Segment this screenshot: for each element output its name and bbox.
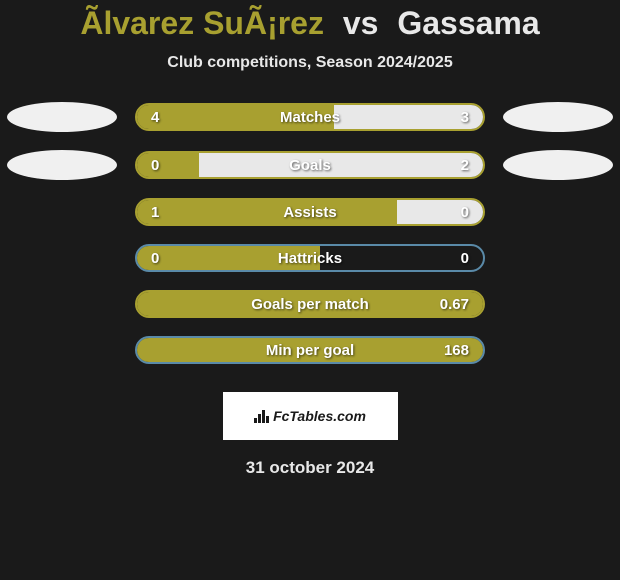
- player2-value: 3: [461, 109, 469, 126]
- player2-value: 0: [461, 204, 469, 221]
- metrics-list: 4Matches30Goals21Assists00Hattricks0Goal…: [7, 102, 613, 382]
- player1-decor-ellipse: [7, 102, 117, 132]
- brand-label: FcTables.com: [273, 408, 366, 424]
- metric-bar: Goals per match0.67: [135, 290, 485, 318]
- metric-bar: 4Matches3: [135, 103, 485, 131]
- metric-row: 1Assists0: [7, 198, 613, 226]
- subtitle: Club competitions, Season 2024/2025: [167, 54, 452, 72]
- player1-name: Ãlvarez SuÃ¡rez: [80, 5, 324, 41]
- player2-decor-ellipse: [503, 150, 613, 180]
- brand-box: FcTables.com: [223, 392, 398, 440]
- date-label: 31 october 2024: [246, 458, 375, 478]
- player2-value: 0.67: [440, 296, 469, 313]
- metric-label: Assists: [137, 204, 483, 221]
- player2-decor-ellipse: [503, 102, 613, 132]
- metric-label: Matches: [137, 109, 483, 126]
- metric-row: Goals per match0.67: [7, 290, 613, 318]
- vs-label: vs: [343, 5, 379, 41]
- metric-row: 0Hattricks0: [7, 244, 613, 272]
- player2-value: 2: [461, 157, 469, 174]
- metric-label: Min per goal: [137, 342, 483, 359]
- metric-bar: 1Assists0: [135, 198, 485, 226]
- metric-label: Goals: [137, 157, 483, 174]
- metric-row: 0Goals2: [7, 150, 613, 180]
- metric-row: Min per goal168: [7, 336, 613, 364]
- metric-bar: Min per goal168: [135, 336, 485, 364]
- card-title: Ãlvarez SuÃ¡rez vs Gassama: [80, 5, 539, 42]
- comparison-card: Ãlvarez SuÃ¡rez vs Gassama Club competit…: [0, 0, 620, 580]
- player2-value: 0: [461, 250, 469, 267]
- player1-decor-ellipse: [7, 150, 117, 180]
- player2-name: Gassama: [397, 5, 539, 41]
- brand-text: FcTables.com: [254, 408, 366, 424]
- metric-bar: 0Hattricks0: [135, 244, 485, 272]
- metric-label: Goals per match: [137, 296, 483, 313]
- brand-icon: [254, 409, 269, 423]
- player2-value: 168: [444, 342, 469, 359]
- metric-row: 4Matches3: [7, 102, 613, 132]
- metric-label: Hattricks: [137, 250, 483, 267]
- metric-bar: 0Goals2: [135, 151, 485, 179]
